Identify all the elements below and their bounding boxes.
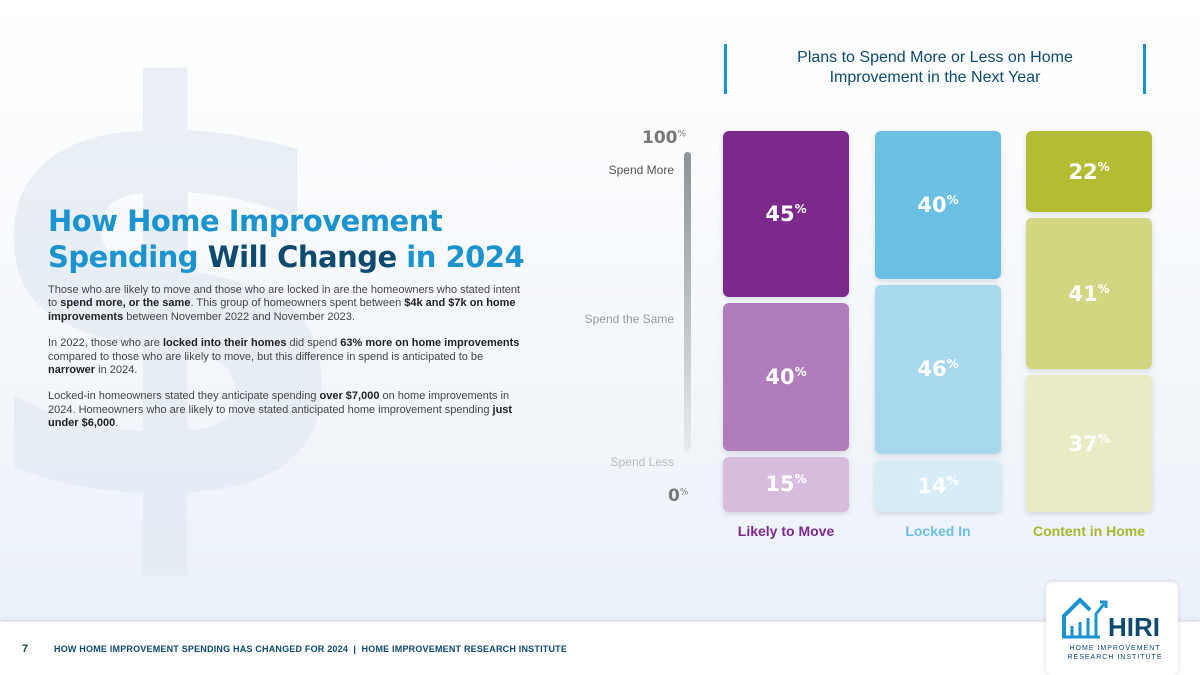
body-paragraph: Locked-in homeowners stated they anticip… — [48, 390, 528, 430]
logo-sub: HOME IMPROVEMENT RESEARCH INSTITUTE — [1067, 645, 1163, 661]
bar-segment-spend-less: 14% — [875, 460, 1001, 512]
bar-segment-spend-more: 40% — [875, 131, 1001, 279]
data-label: 41% — [1068, 281, 1110, 306]
emphasis-text: 63% more on home improvements — [340, 337, 520, 350]
data-label: 14% — [917, 474, 959, 499]
emphasis-text: over $7,000 — [319, 390, 380, 403]
category-label: Locked In — [905, 523, 971, 539]
logo-name: HIRI — [1108, 612, 1160, 642]
text: in 2024. — [95, 364, 138, 377]
y-tick-100: 100% — [642, 128, 686, 148]
text: Those who are likely to move and those w… — [48, 284, 521, 310]
bar-segment-spend-the-same: 46% — [875, 284, 1001, 455]
data-label: 40% — [765, 364, 807, 389]
hiri-logo: HIRI HOME IMPROVEMENT RESEARCH INSTITUTE — [1046, 582, 1178, 675]
emphasis-text: just under $6,000 — [48, 403, 513, 430]
data-label: 46% — [917, 357, 959, 382]
text: between November 2022 and November 2023. — [123, 310, 355, 323]
body-paragraph: In 2022, those who are locked into their… — [48, 337, 528, 377]
chart-title: Plans to Spend More or Less on Home Impr… — [724, 44, 1146, 94]
data-label: 15% — [765, 472, 807, 497]
body-text: Those who are likely to move and those w… — [48, 284, 528, 444]
axis-gradient-bar — [684, 152, 691, 452]
text: on home improvements in 2024. Homeowners… — [48, 390, 510, 416]
dollar-watermark-icon: $ — [0, 0, 360, 626]
text: In 2022, those who are — [48, 337, 163, 350]
bar-segment-spend-less: 37% — [1026, 375, 1152, 512]
level-spend-same: Spend the Same — [584, 312, 674, 326]
data-label: 22% — [1068, 159, 1110, 184]
text: compared to those who are likely to move… — [48, 350, 484, 363]
data-label: 40% — [917, 192, 959, 217]
text: did spend — [286, 337, 341, 350]
category-label: Content in Home — [1033, 523, 1145, 539]
footer — [0, 622, 1200, 675]
y-tick-0: 0% — [668, 486, 688, 506]
bar-segment-spend-more: 45% — [723, 131, 849, 298]
emphasis-text: spend more, or the same — [60, 297, 191, 310]
bar-segment-spend-the-same: 41% — [1026, 218, 1152, 370]
emphasis-text: $4k and $7k on home improvements — [48, 297, 516, 323]
page-title: How Home Improvement Spending Will Chang… — [48, 203, 568, 275]
footer-text: HOW HOME IMPROVEMENT SPENDING HAS CHANGE… — [54, 644, 568, 654]
house-arrow-icon — [1062, 597, 1108, 639]
bar-segment-spend-more: 22% — [1026, 131, 1152, 213]
emphasis-text: narrower — [48, 364, 96, 377]
bar-segment-spend-less: 15% — [723, 456, 849, 512]
title-part-3: in 2024 — [406, 240, 525, 274]
y-tick-value: 0 — [668, 486, 680, 506]
text: . This group of homeowners spent between — [190, 297, 405, 310]
level-spend-less: Spend Less — [610, 455, 674, 469]
bar-segment-spend-the-same: 40% — [723, 303, 849, 451]
y-tick-value: 100 — [642, 128, 678, 148]
text: . — [115, 417, 119, 430]
page-number: 7 — [22, 643, 29, 655]
category-label: Likely to Move — [737, 523, 835, 539]
level-spend-more: Spend More — [608, 163, 674, 177]
y-tick-unit: % — [677, 129, 687, 140]
text: Locked-in homeowners stated they anticip… — [48, 390, 320, 403]
title-part-2: Will Change — [207, 240, 397, 274]
data-label: 45% — [765, 202, 807, 227]
title-part-1: How Home Improvement Spending — [48, 204, 443, 274]
body-paragraph: Those who are likely to move and those w… — [48, 284, 528, 324]
data-label: 37% — [1068, 431, 1110, 456]
emphasis-text: locked into their homes — [162, 337, 287, 350]
y-tick-unit: % — [679, 487, 689, 498]
